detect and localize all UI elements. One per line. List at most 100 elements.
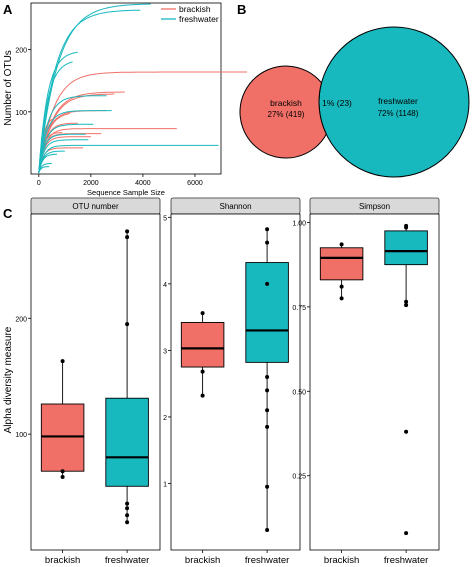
box-point-freshwater (404, 303, 409, 308)
rarefaction-panel: 0 2000 4000 6000 100 200 Sequence Sample Size… (3, 2, 247, 197)
rarefaction-x-tick-label: 6000 (187, 180, 203, 187)
rarefaction-curve-freshwater (38, 144, 219, 173)
rarefaction-curve-freshwater (38, 110, 112, 173)
box-freshwater (384, 230, 428, 266)
facet-y-tick-label: 4 (163, 282, 167, 289)
venn-brackish-circle (239, 65, 327, 159)
facet-x-tick-label: freshwater (384, 555, 428, 566)
rarefaction-curve-freshwater (38, 95, 107, 173)
box-brackish (180, 322, 225, 368)
box-point-freshwater (404, 429, 409, 434)
box-point-freshwater (265, 240, 270, 245)
box-point-freshwater (125, 235, 130, 240)
box-point-freshwater (265, 484, 270, 489)
facet-title: Shannon (219, 202, 251, 211)
facet-title: OTU number (72, 202, 119, 211)
rarefaction-x-tick-label: 4000 (135, 180, 151, 187)
box-point-freshwater (404, 299, 409, 304)
facet-y-tick-label: 2 (163, 415, 167, 422)
facet-y-tick-label: 0.75 (292, 305, 306, 312)
facet-y-tick-label: 1.00 (292, 220, 306, 227)
legend-label-brackish: brackish (179, 4, 211, 14)
venn-freshwater-value: 72% (1148) (378, 109, 419, 118)
rarefaction-legend: brackish freshwater (161, 4, 219, 24)
box-point-freshwater (265, 528, 270, 533)
rarefaction-curve-freshwater (38, 123, 94, 173)
venn-freshwater-label: freshwater (378, 96, 418, 106)
box-point-freshwater (265, 375, 270, 380)
facet-x-tick-label: brackish (185, 555, 220, 566)
box-point-brackish (339, 296, 344, 301)
box-point-brackish (339, 242, 344, 247)
box-point-freshwater (404, 531, 409, 536)
rarefaction-xlabel: Sequence Sample Size (87, 188, 165, 197)
box-point-freshwater (265, 281, 270, 286)
legend-label-freshwater: freshwater (179, 14, 219, 24)
box-point-freshwater (125, 501, 130, 506)
box-point-freshwater (265, 424, 270, 429)
venn-overlap-value: 1% (23) (322, 98, 352, 108)
facet-y-tick-label: 5 (163, 215, 167, 222)
panel-label-a: A (3, 2, 13, 17)
box-point-freshwater (404, 223, 409, 228)
facet-y-tick-label: 1 (163, 481, 167, 488)
box-point-freshwater (265, 388, 270, 393)
box-point-brackish (60, 469, 65, 474)
facet-x-tick-label: freshwater (245, 555, 289, 566)
box-freshwater (105, 397, 149, 487)
box-brackish (319, 247, 364, 281)
venn-panel: brackish 27% (419) 1% (23) freshwater 72… (239, 26, 470, 178)
rarefaction-curve-freshwater (38, 51, 78, 173)
rarefaction-curve-brackish (38, 71, 247, 173)
venn-brackish-value: 27% (419) (268, 110, 305, 119)
facet-x-tick-label: brackish (324, 555, 359, 566)
facet-y-tick-label: 200 (15, 316, 27, 323)
rarefaction-curve-freshwater (38, 133, 86, 173)
rarefaction-curve-freshwater (38, 150, 65, 173)
facet-shannon: Shannon 1 2 3 4 5 brackish freshwater (163, 197, 301, 566)
rarefaction-ylabel: Number of OTUs (3, 50, 14, 126)
panel-label-b: B (237, 2, 246, 17)
rarefaction-curve-brackish (38, 136, 91, 173)
rarefaction-curve-brackish (38, 93, 115, 173)
box-point-freshwater (125, 520, 130, 525)
alpha-diversity-panel: Alpha diversity measure OTU number 100 200… (3, 197, 440, 566)
box-point-freshwater (125, 322, 130, 327)
rarefaction-curve-freshwater (38, 61, 73, 173)
box-point-freshwater (125, 229, 130, 234)
rarefaction-x-tick-label: 0 (37, 180, 41, 187)
box-point-brackish (200, 393, 205, 398)
rarefaction-curve-freshwater (38, 153, 58, 173)
box-brackish (40, 403, 85, 472)
facet-y-tick-label: 100 (15, 432, 27, 439)
box-point-freshwater (125, 506, 130, 511)
box-point-brackish (200, 311, 205, 316)
rarefaction-y-tick-label: 100 (15, 110, 27, 117)
facet-title: Simpson (359, 202, 390, 211)
facet-y-tick-label: 0.25 (292, 474, 306, 481)
facet-plot-area (30, 213, 161, 551)
facet-simpson: Simpson 0.25 0.50 0.75 1.00 brackish freshwate… (292, 197, 440, 566)
panel-label-c: C (3, 206, 13, 221)
rarefaction-curve-freshwater (38, 139, 89, 173)
rarefaction-curve-freshwater (38, 166, 50, 173)
alpha-diversity-ylabel: Alpha diversity measure (3, 326, 14, 433)
rarefaction-x-tick-label: 2000 (83, 180, 99, 187)
facet-otu-number: OTU number 100 200 brackish freshwater (15, 197, 161, 566)
box-point-brackish (60, 359, 65, 364)
rarefaction-curve-freshwater (38, 163, 52, 173)
facet-x-tick-label: freshwater (105, 555, 149, 566)
facet-x-tick-label: brackish (45, 555, 80, 566)
box-point-brackish (339, 284, 344, 289)
facet-y-tick-label: 0.50 (292, 389, 306, 396)
rarefaction-y-tick-label: 200 (15, 48, 27, 55)
box-point-brackish (200, 369, 205, 374)
box-freshwater (245, 262, 289, 363)
box-point-brackish (60, 475, 65, 480)
box-point-freshwater (265, 227, 270, 232)
facet-y-tick-label: 3 (163, 348, 167, 355)
box-point-freshwater (125, 513, 130, 518)
box-point-freshwater (265, 408, 270, 413)
rarefaction-curve-brackish (38, 128, 177, 173)
